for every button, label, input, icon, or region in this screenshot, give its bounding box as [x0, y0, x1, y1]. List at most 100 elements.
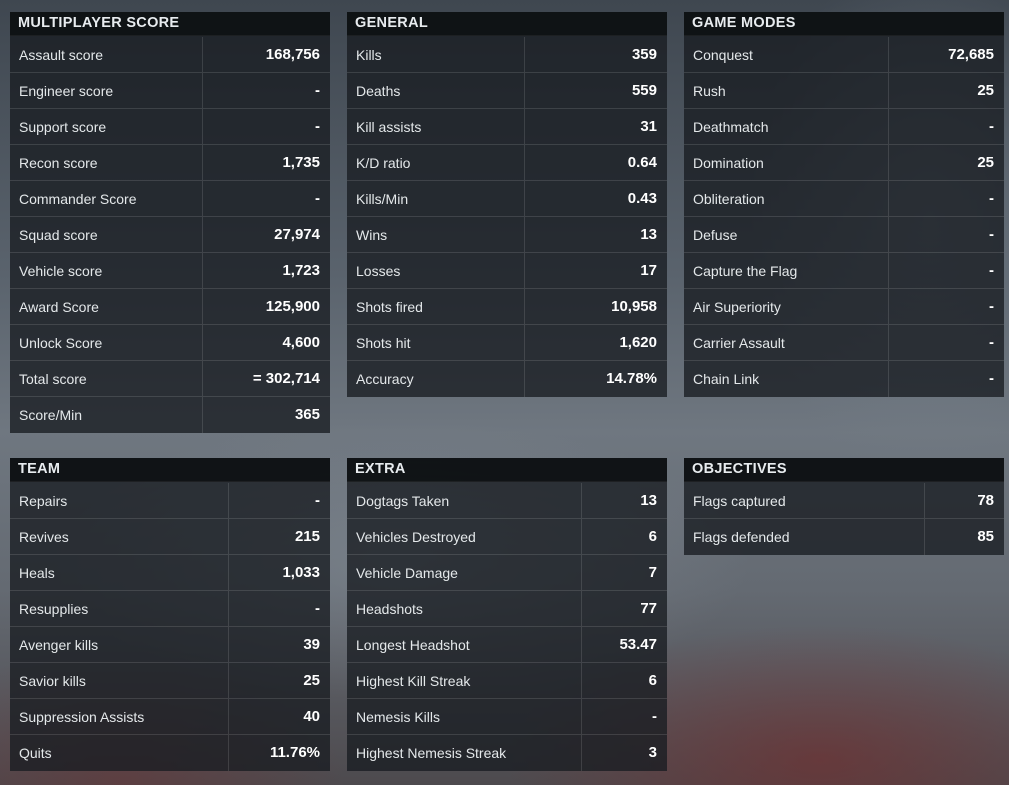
stat-value: 6	[648, 672, 657, 689]
stat-value: -	[315, 118, 320, 135]
stat-row: Deathmatch -	[684, 109, 1004, 145]
stat-label: Highest Kill Streak	[347, 663, 582, 698]
stat-value: 0.64	[627, 154, 657, 171]
stat-label: Obliteration	[684, 181, 889, 216]
stat-row: Dogtags Taken 13	[347, 483, 667, 519]
stat-value: 25	[977, 82, 994, 99]
stat-value: 359	[631, 46, 657, 63]
stat-value: 17	[640, 262, 657, 279]
stat-value: = 302,714	[252, 370, 320, 387]
stat-row: Unlock Score 4,600	[10, 325, 330, 361]
stat-label: Defuse	[684, 217, 889, 252]
stat-row: Longest Headshot 53.47	[347, 627, 667, 663]
stat-label: Score/Min	[10, 397, 203, 433]
stat-value: 10,958	[611, 298, 657, 315]
stat-row: Air Superiority -	[684, 289, 1004, 325]
stat-label: Assault score	[10, 37, 203, 72]
stat-label: Wins	[347, 217, 525, 252]
stat-label: Savior kills	[10, 663, 229, 698]
panel-team: TEAM Repairs - Revives 215 Heals 1,033 Resu…	[10, 458, 330, 771]
stat-label: Longest Headshot	[347, 627, 582, 662]
stat-label: Quits	[10, 735, 229, 771]
stat-value: 4,600	[282, 334, 320, 351]
stat-value: -	[989, 298, 994, 315]
stat-label: Resupplies	[10, 591, 229, 626]
panel-objectives: OBJECTIVES Flags captured 78 Flags defend…	[684, 458, 1004, 555]
stat-row: Recon score 1,735	[10, 145, 330, 181]
stat-label: Award Score	[10, 289, 203, 324]
stat-value: 39	[303, 636, 320, 653]
stat-row: Domination 25	[684, 145, 1004, 181]
stat-label: Domination	[684, 145, 889, 180]
stat-value: 559	[631, 82, 657, 99]
stat-value: 27,974	[274, 226, 320, 243]
stat-label: Deathmatch	[684, 109, 889, 144]
stat-label: Losses	[347, 253, 525, 288]
stat-label: Deaths	[347, 73, 525, 108]
stat-label: Carrier Assault	[684, 325, 889, 360]
stat-label: Kills	[347, 37, 525, 72]
stat-row: Heals 1,033	[10, 555, 330, 591]
stat-label: K/D ratio	[347, 145, 525, 180]
stat-value: 25	[977, 154, 994, 171]
stat-value: 1,735	[282, 154, 320, 171]
stat-row: Quits 11.76%	[10, 735, 330, 771]
stat-row: Kill assists 31	[347, 109, 667, 145]
stat-value: 168,756	[265, 46, 320, 63]
stat-label: Commander Score	[10, 181, 203, 216]
stat-row: Obliteration -	[684, 181, 1004, 217]
stat-row: Assault score 168,756	[10, 37, 330, 73]
stat-label: Heals	[10, 555, 229, 590]
stat-value: 13	[640, 492, 657, 509]
stat-label: Chain Link	[684, 361, 889, 397]
stat-row: Highest Kill Streak 6	[347, 663, 667, 699]
stat-label: Rush	[684, 73, 889, 108]
stat-label: Vehicles Destroyed	[347, 519, 582, 554]
stat-value: 78	[977, 492, 994, 509]
stat-label: Engineer score	[10, 73, 203, 108]
stat-value: 6	[648, 528, 657, 545]
stat-value: 365	[294, 406, 320, 423]
stat-value: 1,620	[619, 334, 657, 351]
stat-row: Repairs -	[10, 483, 330, 519]
stat-row: Highest Nemesis Streak 3	[347, 735, 667, 771]
stat-label: Flags defended	[684, 519, 925, 555]
stat-row: Shots fired 10,958	[347, 289, 667, 325]
stat-label: Shots hit	[347, 325, 525, 360]
stat-value: 53.47	[619, 636, 657, 653]
stat-row: Nemesis Kills -	[347, 699, 667, 735]
stat-value: 72,685	[948, 46, 994, 63]
stat-row: Vehicle score 1,723	[10, 253, 330, 289]
stat-label: Revives	[10, 519, 229, 554]
panel-extra: EXTRA Dogtags Taken 13 Vehicles Destroyed…	[347, 458, 667, 771]
stat-label: Squad score	[10, 217, 203, 252]
stat-row: Capture the Flag -	[684, 253, 1004, 289]
stat-label: Dogtags Taken	[347, 483, 582, 518]
panel-title: GAME MODES	[684, 12, 1004, 36]
stat-row: Deaths 559	[347, 73, 667, 109]
stat-label: Unlock Score	[10, 325, 203, 360]
stat-row: Wins 13	[347, 217, 667, 253]
stat-value: 14.78%	[606, 370, 657, 387]
stat-row: Resupplies -	[10, 591, 330, 627]
stat-row: Vehicles Destroyed 6	[347, 519, 667, 555]
stat-value: -	[315, 82, 320, 99]
stat-value: 7	[648, 564, 657, 581]
stat-row: Defuse -	[684, 217, 1004, 253]
panel-title: OBJECTIVES	[684, 458, 1004, 482]
stat-row: Score/Min 365	[10, 397, 330, 433]
stat-label: Total score	[10, 361, 203, 396]
stat-row: Rush 25	[684, 73, 1004, 109]
stat-label: Accuracy	[347, 361, 525, 397]
stat-value: -	[989, 334, 994, 351]
stat-value: 3	[648, 744, 657, 761]
stat-value: 0.43	[627, 190, 657, 207]
stat-label: Capture the Flag	[684, 253, 889, 288]
stat-value: 77	[640, 600, 657, 617]
stat-value: -	[315, 190, 320, 207]
stat-value: -	[315, 600, 320, 617]
stat-row: Headshots 77	[347, 591, 667, 627]
stat-row: Accuracy 14.78%	[347, 361, 667, 397]
stat-label: Suppression Assists	[10, 699, 229, 734]
stat-row: Revives 215	[10, 519, 330, 555]
